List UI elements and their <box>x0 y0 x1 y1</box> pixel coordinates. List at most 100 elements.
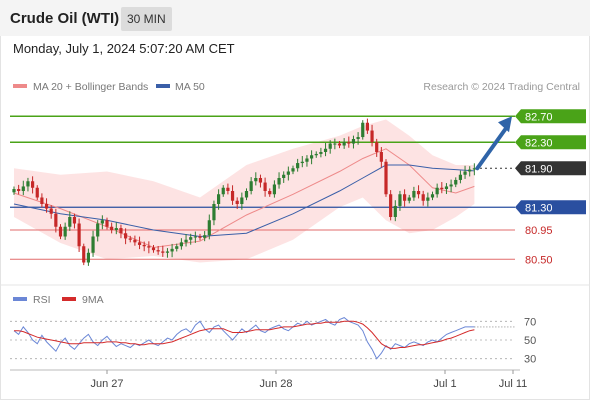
candle <box>300 156 304 168</box>
candle-body <box>226 187 230 191</box>
candle <box>435 183 439 198</box>
candle <box>179 238 183 250</box>
candle-body <box>40 197 44 204</box>
candle-body <box>393 205 397 217</box>
candle-body <box>230 191 235 201</box>
candle-body <box>268 191 272 195</box>
candle <box>147 241 151 254</box>
candle-body <box>458 174 462 180</box>
rsi-tick-50: 50 <box>524 335 536 347</box>
candle-body <box>430 194 435 198</box>
candle-body <box>203 235 207 238</box>
candle-body <box>300 161 304 164</box>
candle <box>268 188 272 197</box>
candle <box>49 205 53 219</box>
candle-body <box>342 142 346 146</box>
candle <box>463 165 467 179</box>
candle <box>458 170 462 184</box>
candle-body <box>416 191 421 195</box>
level-tag-bg <box>515 161 586 176</box>
candle <box>249 177 253 195</box>
candle-body <box>272 184 276 195</box>
candle <box>468 166 472 177</box>
level-label-81-90: 81.90 <box>525 163 553 175</box>
candle <box>286 166 290 181</box>
candle-body <box>435 187 439 195</box>
candle <box>365 118 369 134</box>
candle-body <box>291 168 295 172</box>
candle <box>170 243 174 258</box>
candle <box>110 222 114 234</box>
candle-body <box>44 204 49 209</box>
candle-body <box>254 178 258 182</box>
candle <box>203 231 207 242</box>
candle-body <box>337 143 342 146</box>
candle <box>351 135 356 149</box>
candle <box>449 179 453 193</box>
candle <box>124 228 128 245</box>
candle <box>96 220 100 242</box>
candle-body <box>105 220 109 227</box>
instrument-title: Crude Oil (WTI) <box>10 10 120 27</box>
x-tick-label: Jul 1 <box>433 378 456 390</box>
candle-body <box>114 228 118 230</box>
candle <box>230 185 235 205</box>
candle-body <box>72 217 77 224</box>
candle-body <box>179 242 183 247</box>
candle <box>217 189 221 210</box>
candle-body <box>407 197 411 201</box>
candle <box>254 172 258 186</box>
candle-body <box>323 148 328 152</box>
timeframe-badge[interactable]: 30 MIN <box>121 7 172 31</box>
candle-body <box>35 187 39 198</box>
candle-body <box>314 153 318 156</box>
candle-body <box>375 142 379 152</box>
ma20-line <box>13 148 475 249</box>
candle-body <box>21 186 25 191</box>
candle-body <box>444 186 449 190</box>
level-label-80-95: 80.95 <box>525 225 553 237</box>
candle <box>137 236 142 250</box>
candle-body <box>370 130 374 143</box>
candle-body <box>54 213 58 227</box>
candle <box>35 185 39 201</box>
candle <box>221 185 225 197</box>
arrow-head <box>498 116 512 133</box>
candle-body <box>426 197 430 201</box>
candle-body <box>305 158 309 162</box>
candle-body <box>277 178 281 185</box>
candle <box>207 214 211 240</box>
candle <box>384 159 388 197</box>
candle <box>105 217 109 230</box>
candle <box>333 138 337 150</box>
candle-body <box>63 226 67 237</box>
candle <box>82 243 86 266</box>
candle <box>12 186 16 195</box>
ma9-legend-swatch <box>62 297 76 301</box>
candle <box>403 189 407 207</box>
candle <box>128 235 132 243</box>
candle <box>161 245 165 257</box>
candle <box>356 132 360 145</box>
candle <box>193 231 197 243</box>
x-tick-label: Jul 11 <box>499 378 528 390</box>
candle-body <box>119 228 123 234</box>
candle-body <box>263 182 267 191</box>
candle-body <box>365 122 369 131</box>
candle <box>119 224 123 239</box>
candle-body <box>351 139 356 144</box>
candle-body <box>258 178 263 183</box>
candle-body <box>449 184 453 187</box>
candle <box>430 191 435 201</box>
candle <box>291 165 295 175</box>
candle <box>77 218 81 252</box>
candle <box>314 151 318 158</box>
candle <box>258 174 263 188</box>
candle-body <box>472 168 476 170</box>
candle <box>323 143 328 157</box>
candle-body <box>147 246 151 248</box>
candle <box>26 177 30 192</box>
rsi-line <box>13 317 475 360</box>
candle-body <box>12 189 16 193</box>
candle <box>114 222 118 235</box>
